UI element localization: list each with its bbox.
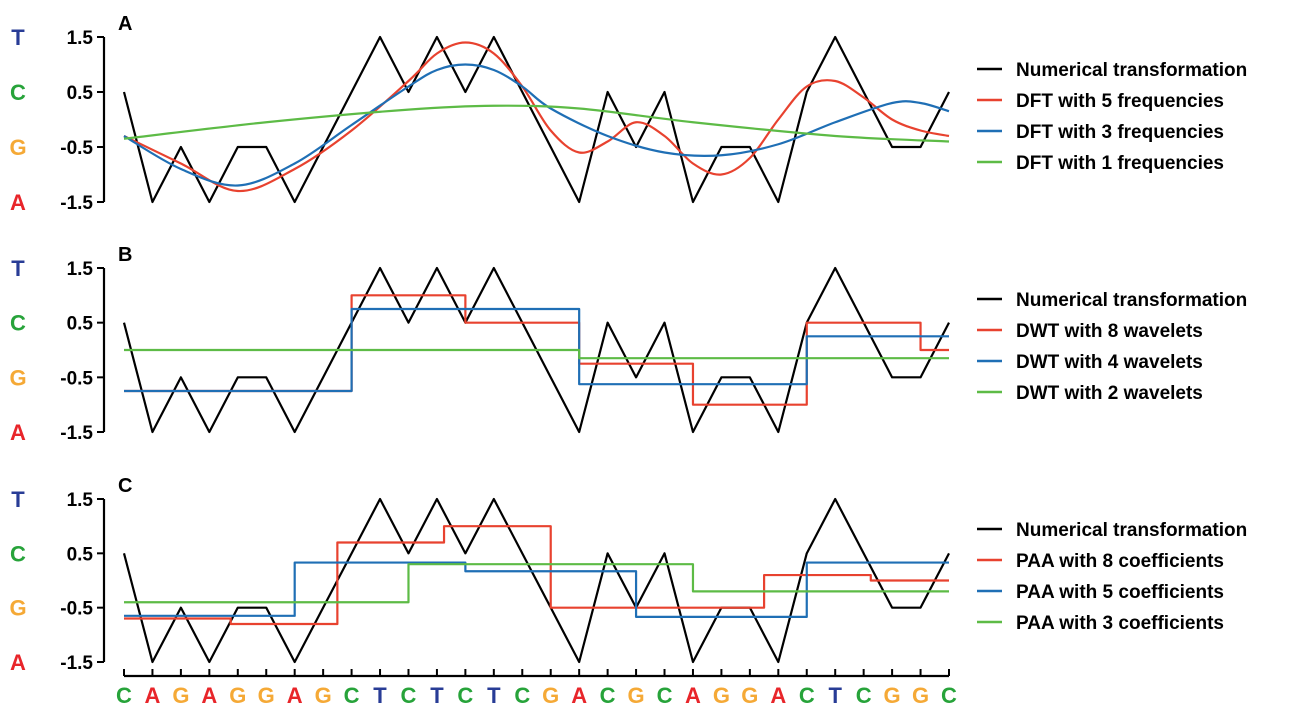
legend: Numerical transformation PAA with 8 coeff…	[977, 520, 1247, 634]
y-tick-label: -1.5	[60, 193, 93, 214]
legend-entry: DWT with 4 wavelets	[1016, 352, 1203, 373]
x-base-label: C	[941, 683, 957, 708]
legend-entry: PAA with 5 coefficients	[1016, 582, 1224, 603]
series-line	[124, 294, 949, 406]
x-base-label: C	[657, 683, 673, 708]
y-tick-label: 0.5	[67, 544, 94, 565]
series-line	[122, 35, 950, 204]
x-base-label: G	[542, 683, 559, 708]
panel-a: A 1.5 T 0.5 C -0.5 G -1.5 A Numerical transformat…	[9, 13, 1247, 215]
x-base-label: G	[912, 683, 929, 708]
x-base-label: C	[116, 683, 132, 708]
legend-entry: Numerical transformation	[1016, 290, 1247, 311]
y-base-label: G	[9, 365, 26, 390]
y-tick-label: -0.5	[60, 368, 93, 389]
panel-label: B	[118, 244, 132, 266]
legend-entry: DWT with 8 wavelets	[1016, 321, 1203, 342]
legend-entry: DWT with 2 wavelets	[1016, 383, 1203, 404]
x-base-label: G	[741, 683, 758, 708]
x-base-label: A	[201, 683, 217, 708]
y-base-label: A	[10, 650, 26, 675]
x-base-label: A	[685, 683, 701, 708]
y-tick-label: 1.5	[67, 28, 94, 49]
panel-label: A	[118, 13, 132, 35]
x-base-label: A	[145, 683, 161, 708]
y-tick-label: 0.5	[67, 83, 94, 104]
x-base-label: G	[172, 683, 189, 708]
y-base-label: C	[10, 80, 26, 105]
y-tick-label: -1.5	[60, 423, 93, 444]
y-tick-label: 1.5	[67, 490, 94, 511]
series-line	[123, 63, 950, 187]
series-line	[123, 104, 950, 143]
series-line	[124, 561, 949, 618]
y-tick-label: -1.5	[60, 653, 93, 674]
x-base-label: C	[401, 683, 417, 708]
legend-entry: DFT with 3 frequencies	[1016, 122, 1224, 143]
series-line	[123, 41, 950, 193]
legend-entry: DFT with 1 frequencies	[1016, 153, 1224, 174]
y-base-label: T	[11, 25, 25, 50]
y-base-label: A	[10, 420, 26, 445]
legend: Numerical transformation DFT with 5 frequ…	[977, 60, 1247, 174]
x-base-label: G	[258, 683, 275, 708]
panel-b: B 1.5 T 0.5 C -0.5 G -1.5 A Numerical transformat…	[9, 244, 1247, 445]
series-line	[124, 348, 949, 360]
legend-entry: Numerical transformation	[1016, 520, 1247, 541]
y-base-label: C	[10, 311, 26, 336]
x-base-label: G	[315, 683, 332, 708]
x-base-label: C	[600, 683, 616, 708]
y-base-label: T	[11, 487, 25, 512]
x-base-label: A	[287, 683, 303, 708]
x-base-label: A	[571, 683, 587, 708]
x-base-label: C	[344, 683, 360, 708]
y-base-label: G	[9, 596, 26, 621]
x-base-label: G	[229, 683, 246, 708]
x-base-label: C	[799, 683, 815, 708]
y-tick-label: -0.5	[60, 599, 93, 620]
series-line	[124, 563, 949, 604]
x-base-label: T	[828, 683, 842, 708]
y-base-label: A	[10, 190, 26, 215]
series-line	[124, 307, 949, 393]
legend: Numerical transformation DWT with 8 wavel…	[977, 290, 1247, 404]
series-line	[124, 525, 949, 626]
legend-entry: Numerical transformation	[1016, 60, 1247, 81]
y-base-label: C	[10, 541, 26, 566]
series-line	[122, 497, 950, 664]
x-base-label: C	[856, 683, 872, 708]
y-base-label: G	[9, 135, 26, 160]
x-base-label: C	[457, 683, 473, 708]
y-tick-label: 0.5	[67, 314, 94, 335]
legend-entry: DFT with 5 frequencies	[1016, 91, 1224, 112]
x-base-label: C	[514, 683, 530, 708]
x-base-label: T	[430, 683, 444, 708]
x-base-label: G	[628, 683, 645, 708]
x-base-label: G	[884, 683, 901, 708]
y-tick-label: -0.5	[60, 138, 93, 159]
x-base-label: T	[373, 683, 387, 708]
legend-entry: PAA with 8 coefficients	[1016, 551, 1224, 572]
x-base-label: A	[770, 683, 786, 708]
x-base-label: G	[713, 683, 730, 708]
panel-c: C 1.5 T 0.5 C -0.5 G -1.5 A Numerical transformat…	[9, 475, 1247, 678]
x-base-label: T	[487, 683, 501, 708]
panel-label: C	[118, 475, 132, 497]
y-tick-label: 1.5	[67, 259, 94, 280]
legend-entry: PAA with 3 coefficients	[1016, 613, 1224, 634]
y-base-label: T	[11, 256, 25, 281]
